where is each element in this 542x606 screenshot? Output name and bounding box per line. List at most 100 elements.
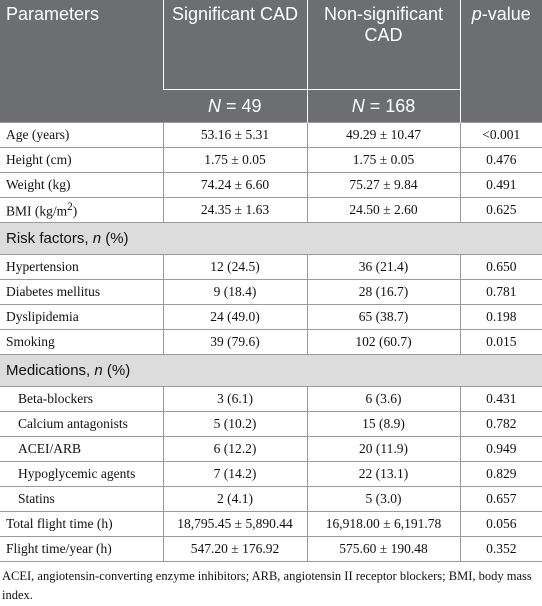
table-cell: 74.24 ± 6.60 <box>162 172 308 198</box>
section-text: n <box>94 362 103 379</box>
table-row: ACEI/ARB 6 (12.2) 20 (11.9) 0.949 <box>0 436 542 462</box>
table-cell: 53.16 ± 5.31 <box>162 122 308 148</box>
section-cell: Medications, n (%) <box>0 354 542 387</box>
table-row: BMI (kg/m2) 24.35 ± 1.63 24.50 ± 2.60 0.625 <box>0 197 542 223</box>
table-row: Age (years) 53.16 ± 5.31 49.29 ± 10.47 <0.0… <box>0 122 542 148</box>
header-text: N <box>351 95 365 116</box>
table-cell: 1.75 ± 0.05 <box>162 147 308 173</box>
table-cell: 0.015 <box>459 329 542 355</box>
table-row: Weight (kg) 74.24 ± 6.60 75.27 ± 9.84 0.491 <box>0 172 542 198</box>
table-cell: 547.20 ± 176.92 <box>162 536 308 562</box>
table-cell: 0.829 <box>459 461 542 487</box>
table-cell: 16,918.00 ± 6,191.78 <box>306 511 461 537</box>
table-cell: 5 (3.0) <box>306 486 461 512</box>
table-cell: 18,795.45 ± 5,890.44 <box>162 511 308 537</box>
header-text: = 49 <box>220 95 262 116</box>
table-cell: 102 (60.7) <box>306 329 461 355</box>
table-cell: Weight (kg) <box>0 172 164 198</box>
section-cell: Risk factors, n (%) <box>0 222 542 255</box>
header-cell: Parameters <box>0 0 163 123</box>
table-cell: Total flight time (h) <box>0 511 164 537</box>
table-cell: 75.27 ± 9.84 <box>306 172 461 198</box>
cell-text: 2 <box>67 200 73 213</box>
table-cell: 0.056 <box>459 511 542 537</box>
table-cell: 24 (49.0) <box>162 304 308 330</box>
table-cell: Flight time/year (h) <box>0 536 164 562</box>
table-cell: 15 (8.9) <box>306 411 461 437</box>
table-row: Hypoglycemic agents 7 (14.2) 22 (13.1) 0.82… <box>0 461 542 487</box>
table-cell: Age (years) <box>0 122 164 148</box>
table-cell: 1.75 ± 0.05 <box>306 147 461 173</box>
section-text: Risk factors, <box>6 230 93 247</box>
table-cell: 24.35 ± 1.63 <box>162 197 308 223</box>
table-cell: 24.50 ± 2.60 <box>306 197 461 223</box>
table-cell: 20 (11.9) <box>306 436 461 462</box>
table-cell: 0.781 <box>459 279 542 305</box>
table-cell: 0.198 <box>459 304 542 330</box>
table-cell: Calcium antagonists <box>0 411 164 437</box>
table-cell: 5 (10.2) <box>162 411 308 437</box>
header-text: = 168 <box>364 95 416 116</box>
table-cell: 6 (3.6) <box>306 386 461 412</box>
table-cell: 0.431 <box>459 386 542 412</box>
table-cell: 0.625 <box>459 197 542 223</box>
section-text: n <box>92 230 102 247</box>
cell-text: ) <box>72 203 78 219</box>
table-cell: 0.476 <box>459 147 542 173</box>
header-row: N = 49 N = 168 <box>0 89 542 123</box>
table-cell: 575.60 ± 190.48 <box>306 536 461 562</box>
table-cell: Beta-blockers <box>0 386 164 412</box>
table-row: Hypertension 12 (24.5) 36 (21.4) 0.650 <box>0 254 542 280</box>
section-text: Medications, <box>6 362 95 379</box>
table-cell: 36 (21.4) <box>306 254 461 280</box>
table-row: Height (cm) 1.75 ± 0.05 1.75 ± 0.05 0.476 <box>0 147 542 173</box>
table-cell: ACEI/ARB <box>0 436 164 462</box>
table-cell: 0.650 <box>459 254 542 280</box>
table-cell: <0.001 <box>459 122 542 148</box>
table-cell: 0.657 <box>459 486 542 512</box>
table-cell: 0.949 <box>459 436 542 462</box>
table-row: Statins 2 (4.1) 5 (3.0) 0.657 <box>0 486 542 512</box>
header-cell: p-value <box>459 0 542 123</box>
header-row: Parameters Significant CAD Non-significa… <box>0 0 542 123</box>
section-text: (%) <box>102 362 131 379</box>
table-cell: 2 (4.1) <box>162 486 308 512</box>
table-cell: Diabetes mellitus <box>0 279 164 305</box>
table-row: Smoking 39 (79.6) 102 (60.7) 0.015 <box>0 329 542 355</box>
table-cell: Hypoglycemic agents <box>0 461 164 487</box>
section-row: Risk factors, n (%) <box>0 222 542 255</box>
table-cell: 39 (79.6) <box>162 329 308 355</box>
table-cell: 3 (6.1) <box>162 386 308 412</box>
header-text: p <box>471 4 482 24</box>
table-cell: Hypertension <box>0 254 164 280</box>
table-cell: Height (cm) <box>0 147 164 173</box>
table-cell: 12 (24.5) <box>162 254 308 280</box>
table-cell: Dyslipidemia <box>0 304 164 330</box>
cell-text: BMI (kg/m <box>6 203 68 219</box>
table-cell: 0.352 <box>459 536 542 562</box>
table-row: Dyslipidemia 24 (49.0) 65 (38.7) 0.198 <box>0 304 542 330</box>
table-cell: 22 (13.1) <box>306 461 461 487</box>
table-body: Age (years) 53.16 ± 5.31 49.29 ± 10.47 <0.0… <box>0 122 542 562</box>
table-row: Beta-blockers 3 (6.1) 6 (3.6) 0.431 <box>0 386 542 412</box>
table-cell: Statins <box>0 486 164 512</box>
header-text: N <box>207 95 221 116</box>
table-cell: 28 (16.7) <box>306 279 461 305</box>
table-row: Flight time/year (h) 547.20 ± 176.92 575.6… <box>0 536 542 562</box>
header-cell: Non-significant CAD <box>306 0 460 90</box>
header-cell: N = 168 <box>306 89 460 123</box>
table-cell: 7 (14.2) <box>162 461 308 487</box>
table-cell: Smoking <box>0 329 164 355</box>
table-cell: BMI (kg/m2) <box>0 197 164 223</box>
table-row: Total flight time (h) 18,795.45 ± 5,890.4… <box>0 511 542 537</box>
footnote: ACEI, angiotensin-converting enzyme inhi… <box>2 569 532 602</box>
header-cell: N = 49 <box>163 89 307 123</box>
table-row: Calcium antagonists 5 (10.2) 15 (8.9) 0.782 <box>0 411 542 437</box>
table-cell: 6 (12.2) <box>162 436 308 462</box>
table-cell: 0.491 <box>459 172 542 198</box>
table-cell: 49.29 ± 10.47 <box>306 122 461 148</box>
header-cell: Significant CAD <box>162 0 307 90</box>
section-text: (%) <box>101 230 129 247</box>
header-text: -value <box>481 4 531 24</box>
